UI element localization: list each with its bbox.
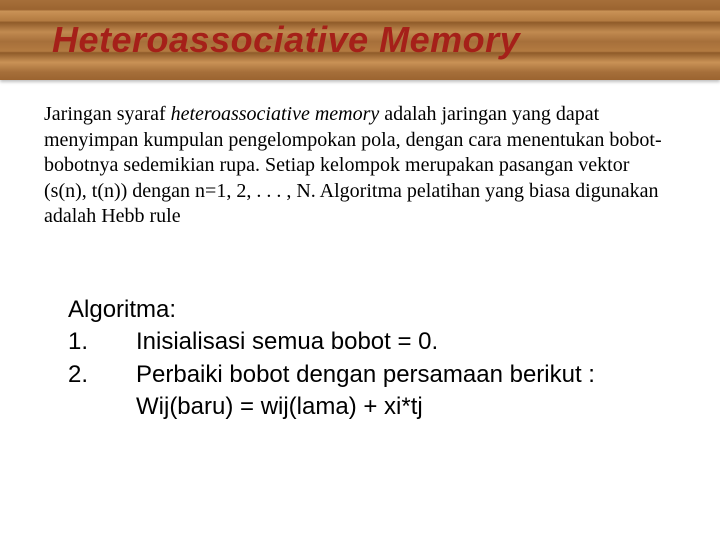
slide-body: Jaringan syaraf heteroassociative memory… bbox=[0, 80, 720, 424]
algorithm-step: 2. Perbaiki bobot dengan persamaan berik… bbox=[68, 359, 676, 391]
algorithm-step-text: Perbaiki bobot dengan persamaan berikut … bbox=[136, 359, 676, 391]
para-lead: Jaringan syaraf bbox=[44, 103, 171, 125]
header-band: Heteroassociative Memory bbox=[0, 0, 720, 80]
algorithm-step: 1. Inisialisasi semua bobot = 0. bbox=[68, 326, 676, 358]
algorithm-step-text: Inisialisasi semua bobot = 0. bbox=[136, 326, 676, 358]
algorithm-formula: Wij(baru) = wij(lama) + xi*tj bbox=[136, 391, 676, 423]
algorithm-step-number: 2. bbox=[68, 359, 136, 391]
algorithm-heading: Algoritma: bbox=[68, 294, 676, 326]
algorithm-block: Algoritma: 1. Inisialisasi semua bobot =… bbox=[68, 294, 676, 424]
page-title: Heteroassociative Memory bbox=[52, 19, 520, 61]
algorithm-step-number: 1. bbox=[68, 326, 136, 358]
description-paragraph: Jaringan syaraf heteroassociative memory… bbox=[44, 102, 676, 230]
para-italic-term: heteroassociative memory bbox=[171, 103, 380, 125]
